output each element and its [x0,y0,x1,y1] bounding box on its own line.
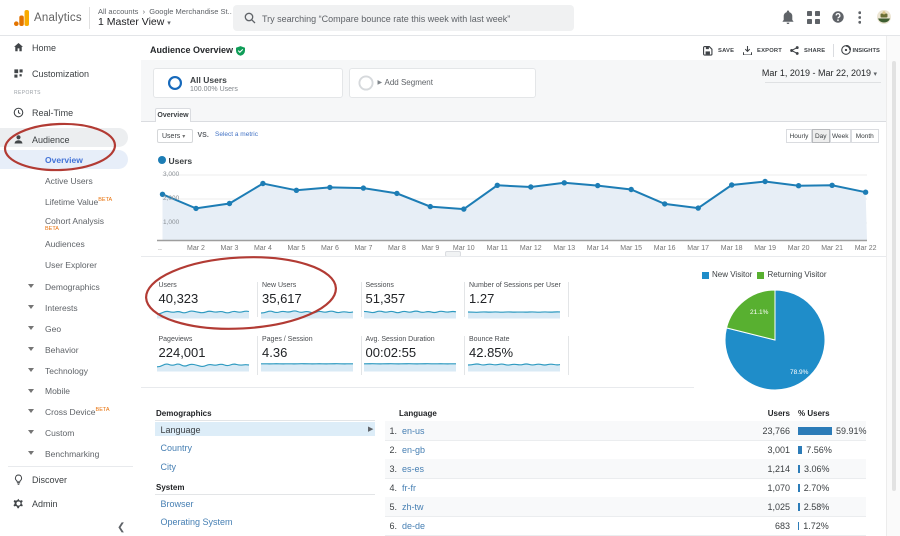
svg-text:21.1%: 21.1% [750,309,769,316]
svg-text:78.9%: 78.9% [790,369,809,376]
